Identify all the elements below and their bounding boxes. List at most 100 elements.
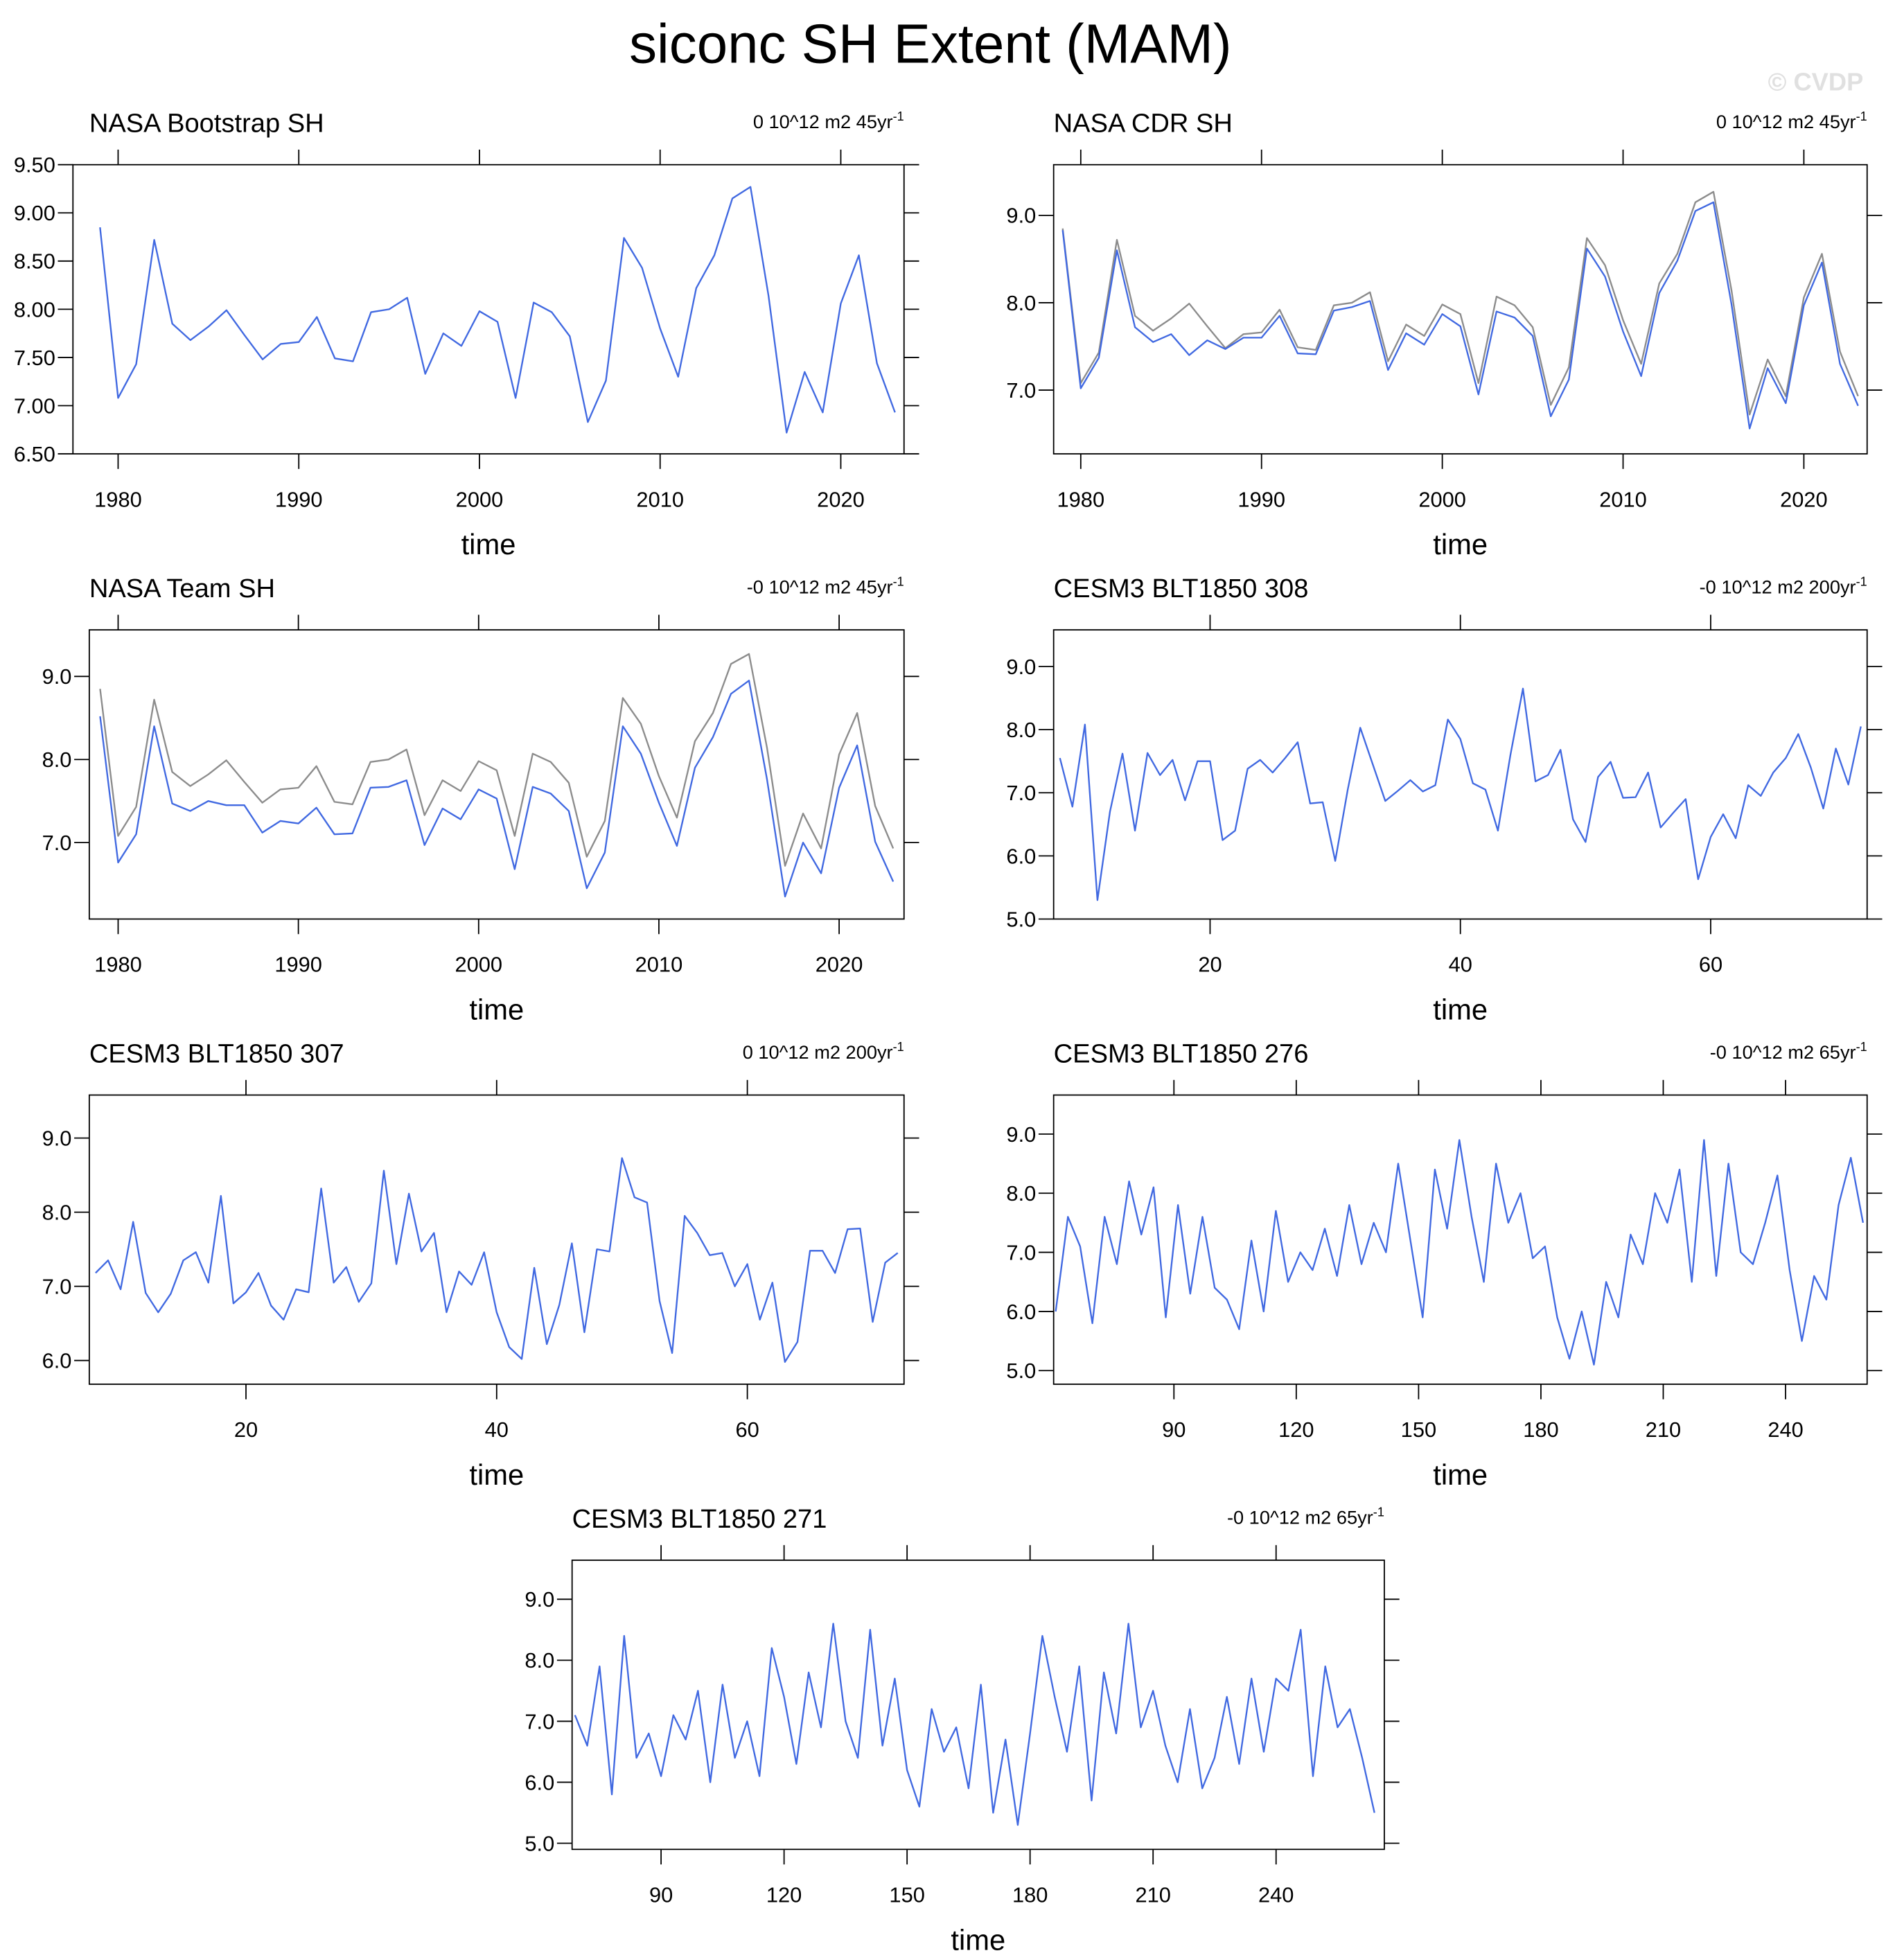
x-tick-label: 150 — [889, 1883, 924, 1907]
panel-subtitle: -0 10^12 m2 65yr-1 — [1710, 1040, 1867, 1063]
x-axis-label: time — [469, 1458, 524, 1491]
subtitle-text: 0 10^12 m2 45yr — [1716, 111, 1856, 132]
y-tick-label: 9.0 — [1006, 655, 1036, 679]
x-tick-label: 2010 — [1599, 487, 1647, 511]
x-tick-label: 120 — [766, 1883, 802, 1907]
watermark: © CVDP — [1768, 68, 1864, 96]
x-tick-label: 2000 — [1418, 487, 1466, 511]
panel-subtitle: -0 10^12 m2 200yr-1 — [1700, 575, 1867, 598]
y-tick-label: 6.0 — [1006, 844, 1036, 868]
data-line — [1055, 1139, 1865, 1366]
subtitle-superscript: -1 — [1856, 575, 1867, 589]
x-tick-label: 1990 — [275, 487, 323, 511]
y-tick-label: 9.00 — [14, 201, 55, 225]
x-tick-label: 20 — [234, 1418, 258, 1442]
x-tick-label: 180 — [1523, 1418, 1558, 1442]
y-tick-label: 9.0 — [525, 1587, 554, 1612]
data-line — [1061, 191, 1859, 416]
subtitle-superscript: -1 — [1856, 109, 1867, 123]
x-tick-label: 1990 — [274, 953, 322, 977]
y-tick-label: 7.0 — [1006, 378, 1036, 403]
data-line — [95, 1157, 899, 1363]
y-tick-label: 9.0 — [1006, 1122, 1036, 1147]
x-tick-label: 90 — [649, 1883, 673, 1907]
plot-frame — [88, 629, 905, 920]
x-tick-label: 2020 — [1780, 487, 1828, 511]
subtitle-superscript: -1 — [893, 1040, 904, 1054]
subtitle-text: -0 10^12 m2 200yr — [1700, 576, 1856, 598]
plot-frame — [1052, 1094, 1868, 1385]
x-tick-label: 1990 — [1237, 487, 1285, 511]
x-tick-label: 60 — [735, 1418, 759, 1442]
panel: NASA Team SH -0 10^12 m2 45yr-1 7.0 8.0 9.0 1… — [42, 574, 919, 1026]
figure-title: siconc SH Extent (MAM) — [629, 13, 1231, 75]
x-tick-label: 2020 — [816, 953, 863, 977]
data-line — [99, 653, 894, 867]
y-tick-label: 9.50 — [14, 153, 55, 177]
panel-subtitle: 0 10^12 m2 45yr-1 — [753, 109, 904, 132]
subtitle-superscript: -1 — [893, 109, 904, 123]
x-axis-label: time — [469, 994, 524, 1026]
x-tick-label: 210 — [1646, 1418, 1681, 1442]
x-tick-label: 2000 — [456, 487, 504, 511]
panel: CESM3 BLT1850 276 -0 10^12 m2 65yr-1 5.0 6.… — [1006, 1039, 1883, 1491]
y-tick-label: 7.0 — [1006, 781, 1036, 805]
panel-subtitle: -0 10^12 m2 65yr-1 — [1227, 1505, 1384, 1528]
x-tick-label: 2010 — [636, 487, 684, 511]
x-axis-label: time — [1433, 528, 1488, 560]
data-line — [99, 186, 896, 434]
y-tick-label: 7.50 — [14, 346, 55, 370]
subtitle-text: -0 10^12 m2 65yr — [1227, 1506, 1373, 1528]
y-tick-label: 9.0 — [1006, 204, 1036, 228]
panel-title: NASA CDR SH — [1054, 109, 1233, 139]
x-axis-label: time — [951, 1923, 1005, 1956]
y-tick-label: 8.0 — [1006, 291, 1036, 315]
y-tick-label: 8.0 — [42, 748, 72, 772]
panel-subtitle: 0 10^12 m2 200yr-1 — [743, 1040, 904, 1063]
x-tick-label: 2000 — [455, 953, 502, 977]
panel: CESM3 BLT1850 307 0 10^12 m2 200yr-1 6.0 7.… — [42, 1039, 919, 1491]
x-tick-label: 1980 — [94, 487, 142, 511]
data-line — [1061, 201, 1859, 430]
x-tick-label: 210 — [1135, 1883, 1170, 1907]
x-tick-label: 1980 — [1057, 487, 1105, 511]
data-line — [1059, 687, 1862, 901]
panel: NASA Bootstrap SH 0 10^12 m2 45yr-1 6.50 7.… — [14, 109, 919, 560]
panel: NASA CDR SH 0 10^12 m2 45yr-1 7.0 8.0 9.0 198… — [1006, 109, 1883, 560]
y-tick-label: 8.0 — [1006, 718, 1036, 742]
x-tick-label: 1980 — [94, 953, 142, 977]
y-tick-label: 5.0 — [1006, 907, 1036, 931]
subtitle-text: 0 10^12 m2 200yr — [743, 1041, 893, 1063]
x-axis-label: time — [461, 528, 516, 560]
y-tick-label: 7.0 — [42, 1275, 72, 1299]
subtitle-text: 0 10^12 m2 45yr — [753, 111, 893, 132]
panel: CESM3 BLT1850 308 -0 10^12 m2 200yr-1 5.0 6… — [1006, 574, 1883, 1026]
plot-frame — [72, 164, 905, 454]
panel: CESM3 BLT1850 271 -0 10^12 m2 65yr-1 5.0 6.… — [525, 1505, 1400, 1956]
y-tick-label: 7.0 — [525, 1709, 554, 1733]
x-tick-label: 180 — [1012, 1883, 1048, 1907]
y-tick-label: 8.0 — [1006, 1181, 1036, 1206]
x-tick-label: 40 — [1449, 953, 1472, 977]
x-tick-label: 120 — [1278, 1418, 1314, 1442]
data-line — [99, 680, 894, 898]
subtitle-superscript: -1 — [1373, 1505, 1384, 1519]
x-tick-label: 90 — [1162, 1418, 1186, 1442]
y-tick-label: 5.0 — [1006, 1359, 1036, 1383]
panel-subtitle: -0 10^12 m2 45yr-1 — [747, 575, 904, 598]
x-tick-label: 20 — [1198, 953, 1222, 977]
y-tick-label: 6.50 — [14, 442, 55, 466]
x-tick-label: 60 — [1699, 953, 1722, 977]
y-tick-label: 5.0 — [525, 1831, 554, 1855]
y-tick-label: 9.0 — [42, 664, 72, 689]
x-tick-label: 150 — [1401, 1418, 1436, 1442]
x-tick-label: 240 — [1258, 1883, 1294, 1907]
x-axis-label: time — [1433, 1458, 1488, 1491]
y-tick-label: 7.0 — [1006, 1240, 1036, 1264]
x-tick-label: 2020 — [817, 487, 865, 511]
plot-frame — [1052, 164, 1868, 454]
plot-frame — [571, 1560, 1385, 1851]
subtitle-text: -0 10^12 m2 65yr — [1710, 1041, 1856, 1063]
